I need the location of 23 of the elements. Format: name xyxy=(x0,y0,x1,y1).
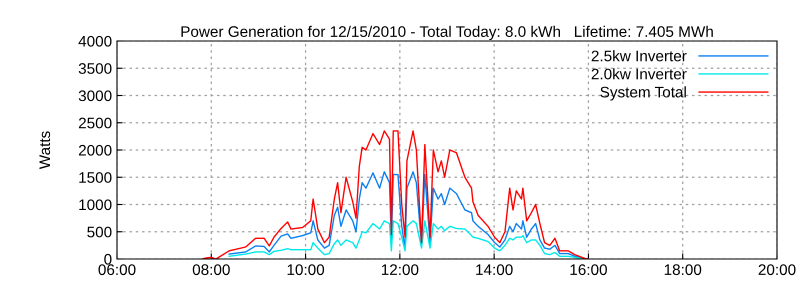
line-series xyxy=(201,130,590,259)
x-tick-label: 12:00 xyxy=(382,264,418,276)
y-tick-label: 500 xyxy=(87,226,112,238)
legend-label: System Total xyxy=(600,86,686,101)
y-tick-label: 1500 xyxy=(79,172,112,183)
y-tick-label: 4000 xyxy=(78,36,112,47)
x-tick-label: 08:00 xyxy=(192,264,230,276)
x-tick-label: 20:00 xyxy=(758,264,796,276)
y-tick-label: 2500 xyxy=(78,118,112,128)
legend-label: 2.5kw Inverter xyxy=(592,50,687,62)
x-tick-label: 18:00 xyxy=(664,264,702,276)
x-tick-label: 10:00 xyxy=(288,264,324,276)
legend-label: 2.0kw Inverter xyxy=(592,68,687,80)
y-tick-label: 2000 xyxy=(78,144,112,156)
y-tick-label: 0 xyxy=(104,254,112,265)
x-tick-label: 14:00 xyxy=(476,264,513,276)
y-tick-label: 3000 xyxy=(78,90,112,102)
y-tick-label: 3500 xyxy=(78,63,112,74)
chart-title: Power Generation for 12/15/2010 - Total Today: 8.0 kWh Lifetime: 7.405 MWh xyxy=(181,26,713,40)
y-tick-label: 1000 xyxy=(79,199,112,210)
x-tick-label: 16:00 xyxy=(570,264,607,276)
y-axis-title: Watts xyxy=(39,131,50,170)
x-tick-label: 06:00 xyxy=(98,264,136,276)
